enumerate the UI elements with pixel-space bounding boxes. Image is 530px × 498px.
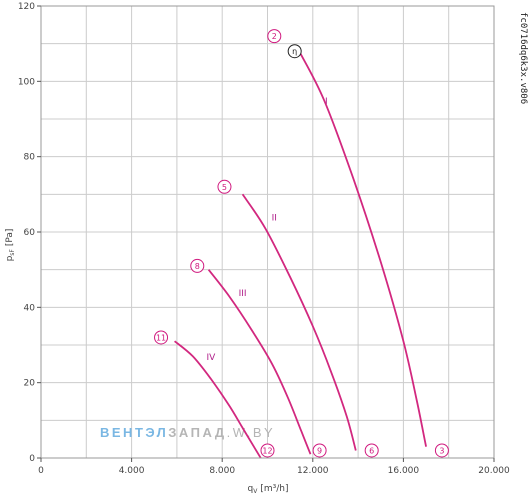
- y-tick-label: 120: [18, 2, 35, 12]
- y-axis-unit: [Pa]: [5, 229, 15, 247]
- marker-6: 6: [364, 443, 379, 458]
- x-tick-label: 20.000: [478, 466, 510, 476]
- marker-8: 8: [190, 258, 205, 273]
- marker-circle: [267, 29, 282, 44]
- marker-9: 9: [312, 443, 327, 458]
- marker-label: 11: [156, 333, 166, 342]
- watermark-part1: ВЕНТЭЛ: [100, 425, 168, 440]
- marker-label: η: [292, 47, 297, 56]
- y-tick-label: 100: [18, 77, 35, 87]
- x-tick-label: 16.000: [388, 466, 420, 476]
- marker-circle: [312, 443, 327, 458]
- marker-5: 5: [217, 179, 232, 194]
- marker-circle: [260, 443, 275, 458]
- marker-label: 3: [439, 446, 444, 455]
- watermark-part3: .W.BY: [227, 425, 276, 440]
- marker-label: 12: [262, 446, 272, 455]
- grid-lines: [41, 6, 494, 458]
- y-tick-labels: 0 20 40 60 80 100 120: [18, 2, 41, 464]
- fan-curve-IV: [174, 340, 262, 459]
- x-axis-subscript: V: [253, 488, 258, 495]
- y-tick-label: 60: [24, 228, 36, 238]
- y-tick-label: 40: [24, 303, 36, 313]
- x-axis-unit: [m³/h]: [260, 484, 288, 494]
- x-tick-label: 8.000: [209, 466, 235, 476]
- curve-label-II: II: [272, 214, 277, 224]
- marker-label: 6: [369, 446, 374, 455]
- x-tick-label: 0: [38, 466, 44, 476]
- svg-text:ВЕНТЭЛЗАПАД.W.BY: ВЕНТЭЛЗАПАД.W.BY: [100, 425, 275, 440]
- curve-label-I: I: [325, 97, 328, 107]
- fan-curves: [174, 50, 427, 459]
- marker-circle: [154, 330, 169, 345]
- fan-curve-I: [298, 50, 427, 447]
- curve-label-III: III: [239, 289, 247, 299]
- marker-label: 2: [272, 32, 277, 41]
- point-markers: 2 η 5 8 11 12 9 6 3: [154, 29, 449, 458]
- watermark: ВЕНТЭЛЗАПАД.W.BY: [100, 425, 275, 440]
- marker-circle: [364, 443, 379, 458]
- marker-η: η: [287, 44, 302, 59]
- y-axis-symbol: p: [5, 255, 15, 261]
- x-tick-labels: 0 4.000 8.000 12.000 16.000 20.000: [38, 458, 510, 476]
- marker-label: 9: [317, 446, 322, 455]
- y-axis-subscript: sF: [9, 249, 16, 256]
- marker-2: 2: [267, 29, 282, 44]
- x-tick-label: 4.000: [119, 466, 145, 476]
- y-tick-label: 0: [29, 454, 35, 464]
- marker-circle: [217, 179, 232, 194]
- y-axis-label: psF [Pa]: [5, 229, 16, 262]
- marker-label: 8: [195, 262, 200, 271]
- x-axis-label: qV [m³/h]: [248, 484, 289, 495]
- marker-label: 5: [222, 183, 227, 192]
- model-code: fc0716dq6k3x.v806: [518, 12, 528, 104]
- marker-circle: [190, 258, 205, 273]
- marker-11: 11: [154, 330, 169, 345]
- y-tick-label: 20: [24, 379, 36, 389]
- fan-curve-II: [241, 193, 357, 451]
- marker-circle: [287, 44, 302, 59]
- watermark-part2: ЗАПАД: [168, 425, 226, 440]
- curve-label-IV: IV: [206, 353, 216, 363]
- y-tick-label: 80: [24, 153, 36, 163]
- x-axis-symbol: q: [248, 484, 254, 494]
- marker-circle: [434, 443, 449, 458]
- fan-curve-III: [207, 269, 312, 455]
- x-tick-label: 12.000: [297, 466, 329, 476]
- marker-3: 3: [434, 443, 449, 458]
- marker-12: 12: [260, 443, 275, 458]
